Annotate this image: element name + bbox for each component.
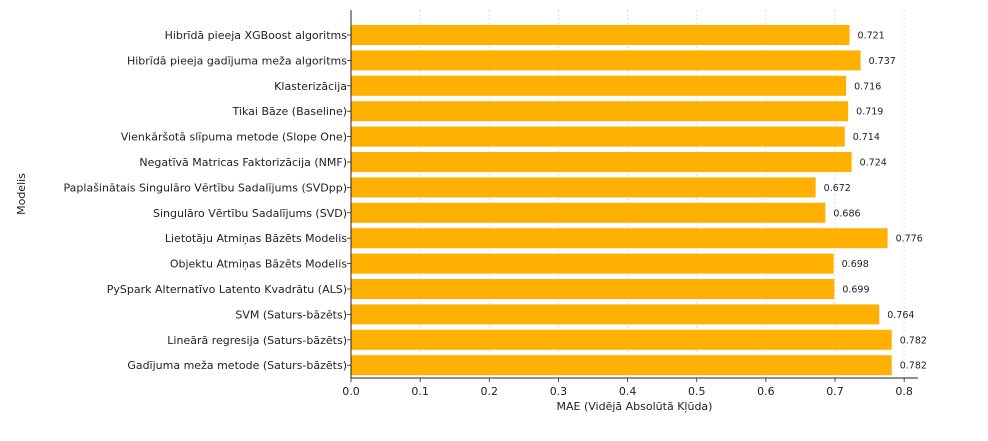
category-label: Paplašinātais Singulāro Vērtību Sadalīju… [64, 181, 347, 194]
bars: 0.721 0.737 0.716 0.719 0.714 0.724 0.672 0.686… [351, 25, 927, 376]
data-label: 0.716 [854, 81, 881, 92]
data-label: 0.714 [853, 132, 880, 143]
category-label: Vienkāršotā slīpuma metode (Slope One) [121, 131, 347, 144]
bar [351, 75, 847, 96]
bar [351, 228, 888, 249]
data-label: 0.782 [900, 361, 927, 372]
x-tick-label: 0.6 [757, 385, 775, 398]
category-label: Objektu Atmiņas Bāzēts Modelis [170, 258, 347, 271]
x-tick-label: 0.2 [481, 385, 499, 398]
data-label: 0.776 [896, 234, 923, 245]
category-label: SVM (Saturs-bāzēts) [235, 308, 347, 321]
data-label: 0.686 [833, 208, 860, 219]
category-label: Gadījuma meža metode (Saturs-bāzēts) [127, 359, 347, 372]
data-label: 0.719 [856, 107, 883, 118]
bar [351, 355, 892, 376]
data-label: 0.699 [842, 285, 869, 296]
x-tick-label: 0.4 [619, 385, 637, 398]
bar [351, 101, 849, 122]
bar [351, 253, 834, 274]
bar [351, 304, 880, 325]
data-label: 0.737 [869, 56, 896, 67]
data-label: 0.724 [860, 158, 887, 169]
category-label: Hibrīdā pieeja gadījuma meža algoritms [127, 54, 347, 67]
x-tick-label: 0.0 [342, 385, 360, 398]
data-label: 0.782 [900, 335, 927, 346]
bar [351, 329, 892, 350]
y-axis-title: Modelis [15, 173, 28, 215]
category-label: Singulāro Vērtību Sadalījums (SVD) [153, 207, 347, 220]
x-tick-label: 0.7 [826, 385, 844, 398]
bar [351, 50, 861, 71]
data-label: 0.721 [858, 31, 885, 42]
x-tick-label: 0.1 [411, 385, 429, 398]
category-label: Lietotāju Atmiņas Bāzēts Modelis [165, 232, 347, 245]
category-label: Negatīvā Matricas Faktorizācija (NMF) [139, 156, 347, 169]
category-label: Tikai Bāze (Baseline) [232, 105, 347, 118]
axes: Hibrīdā pieeja XGBoost algoritms Hibrīdā … [64, 10, 918, 398]
x-tick-label: 0.3 [550, 385, 568, 398]
category-label: Klasterizācija [274, 80, 347, 93]
data-label: 0.672 [824, 183, 851, 194]
bar [351, 25, 850, 45]
bar [351, 152, 852, 172]
data-label: 0.764 [887, 310, 914, 321]
category-label: Hibrīdā pieeja XGBoost algoritms [165, 29, 348, 42]
bar [351, 279, 835, 299]
category-label: Lineārā regresija (Saturs-bāzēts) [167, 334, 347, 347]
bar [351, 177, 816, 198]
data-label: 0.698 [842, 259, 869, 270]
bar [351, 126, 845, 147]
x-tick-label: 0.5 [688, 385, 706, 398]
bar [351, 202, 826, 223]
x-axis-title: MAE (Vidējā Absolūtā Kļūda) [557, 400, 713, 413]
category-label: PySpark Alternatīvo Latento Kvadrātu (AL… [107, 283, 347, 296]
x-tick-label: 0.8 [895, 385, 913, 398]
